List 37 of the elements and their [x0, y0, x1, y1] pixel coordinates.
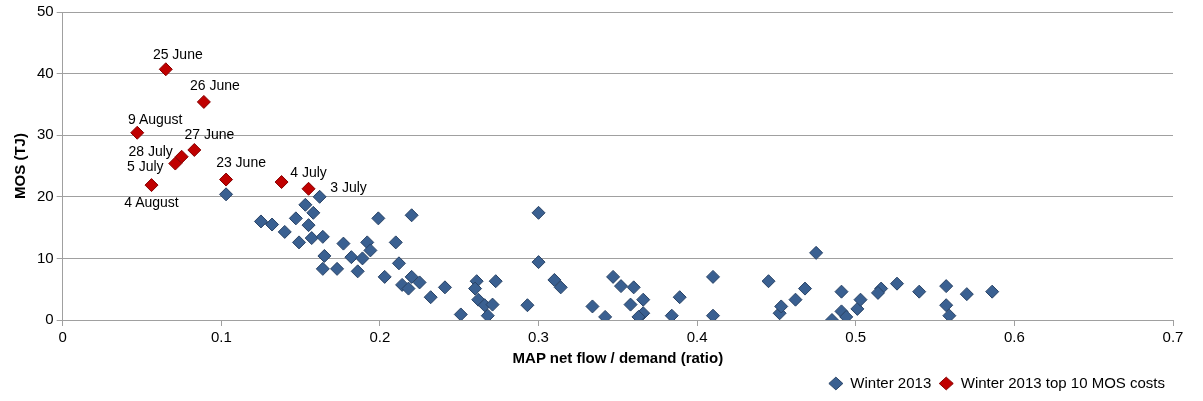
- point: [187, 142, 202, 157]
- data-label: 5 July: [127, 158, 164, 175]
- y-tick-label: 20: [37, 186, 54, 204]
- y-tick-label: 0: [45, 310, 54, 328]
- data-label: 3 July: [330, 178, 367, 195]
- legend-label: Winter 2013 top 10 MOS costs: [960, 373, 1166, 391]
- data-label: 4 July: [290, 163, 327, 180]
- x-tick-label: 0.1: [210, 328, 232, 346]
- x-tick-label: 0.6: [1003, 328, 1025, 346]
- data-label: 4 August: [124, 193, 179, 210]
- data-label: 27 June: [184, 125, 235, 142]
- data-label: 28 July: [128, 142, 173, 159]
- x-tick-label: 0.2: [369, 328, 391, 346]
- x-tick-label: 0.5: [845, 328, 867, 346]
- x-tick-label: 0.4: [686, 328, 708, 346]
- x-tick-label: 0: [58, 328, 67, 346]
- y-tick-label: 40: [37, 63, 54, 81]
- data-label: 26 June: [189, 76, 240, 93]
- legend-label: Winter 2013: [850, 373, 932, 391]
- point: [174, 149, 189, 164]
- x-tick-label: 0.7: [1162, 328, 1184, 346]
- point: [144, 178, 159, 193]
- point: [158, 62, 173, 77]
- point: [130, 125, 145, 140]
- y-axis-title: MOS (TJ): [11, 133, 29, 199]
- x-axis-title: MAP net flow / demand (ratio): [512, 349, 724, 367]
- data-label: 23 June: [216, 154, 267, 171]
- y-tick-label: 10: [37, 248, 54, 266]
- point: [196, 94, 211, 109]
- point: [274, 175, 289, 190]
- y-tick-label: 50: [37, 2, 54, 20]
- point: [219, 172, 234, 187]
- point: [301, 181, 316, 196]
- y-tick-label: 30: [37, 125, 54, 143]
- data-label: 9 August: [127, 110, 183, 127]
- x-tick-label: 0.3: [528, 328, 549, 346]
- data-label: 25 June: [152, 46, 203, 63]
